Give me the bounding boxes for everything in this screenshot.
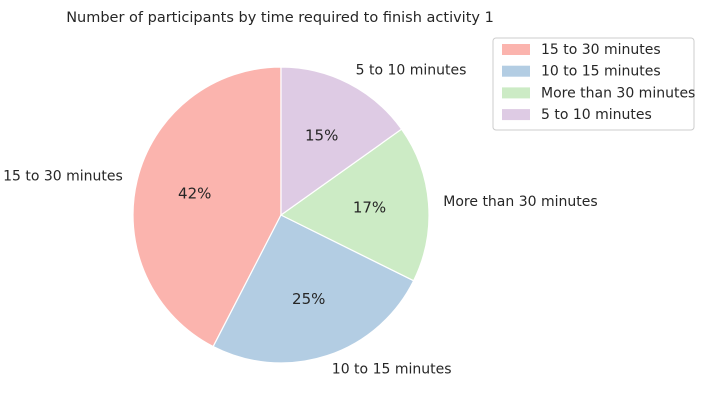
slice-label-1: 10 to 15 minutes <box>332 362 452 378</box>
legend-swatch-0 <box>502 44 530 55</box>
legend-label-2: More than 30 minutes <box>541 85 695 101</box>
slice-label-2: More than 30 minutes <box>443 194 597 210</box>
percent-label-3: 15% <box>305 127 338 145</box>
percent-labels: 42% 25% 17% 15% <box>178 127 386 308</box>
slice-label-0: 15 to 30 minutes <box>3 169 123 185</box>
percent-label-0: 42% <box>178 185 211 203</box>
slice-labels: 15 to 30 minutes 10 to 15 minutes More tha… <box>3 62 598 377</box>
legend-swatch-2 <box>502 87 530 99</box>
pie-slice-1 <box>212 214 415 364</box>
slice-label-3: 5 to 10 minutes <box>356 62 467 78</box>
legend-swatch-3 <box>502 109 530 121</box>
legend-frame <box>492 37 695 131</box>
legend: 15 to 30 minutes 10 to 15 minutes More tha… <box>492 37 695 131</box>
percent-label-1: 25% <box>292 290 325 308</box>
chart-title: Number of participants by time required … <box>66 10 494 26</box>
legend-swatch-1 <box>502 65 530 77</box>
pie-slice-3 <box>280 66 403 217</box>
pie-slice-0 <box>132 66 282 348</box>
pie-slices <box>132 66 430 364</box>
pie-slice-2 <box>279 128 430 282</box>
percent-label-2: 17% <box>353 198 386 216</box>
legend-label-3: 5 to 10 minutes <box>541 107 652 123</box>
legend-label-0: 15 to 30 minutes <box>541 42 661 58</box>
legend-label-1: 10 to 15 minutes <box>541 64 661 80</box>
